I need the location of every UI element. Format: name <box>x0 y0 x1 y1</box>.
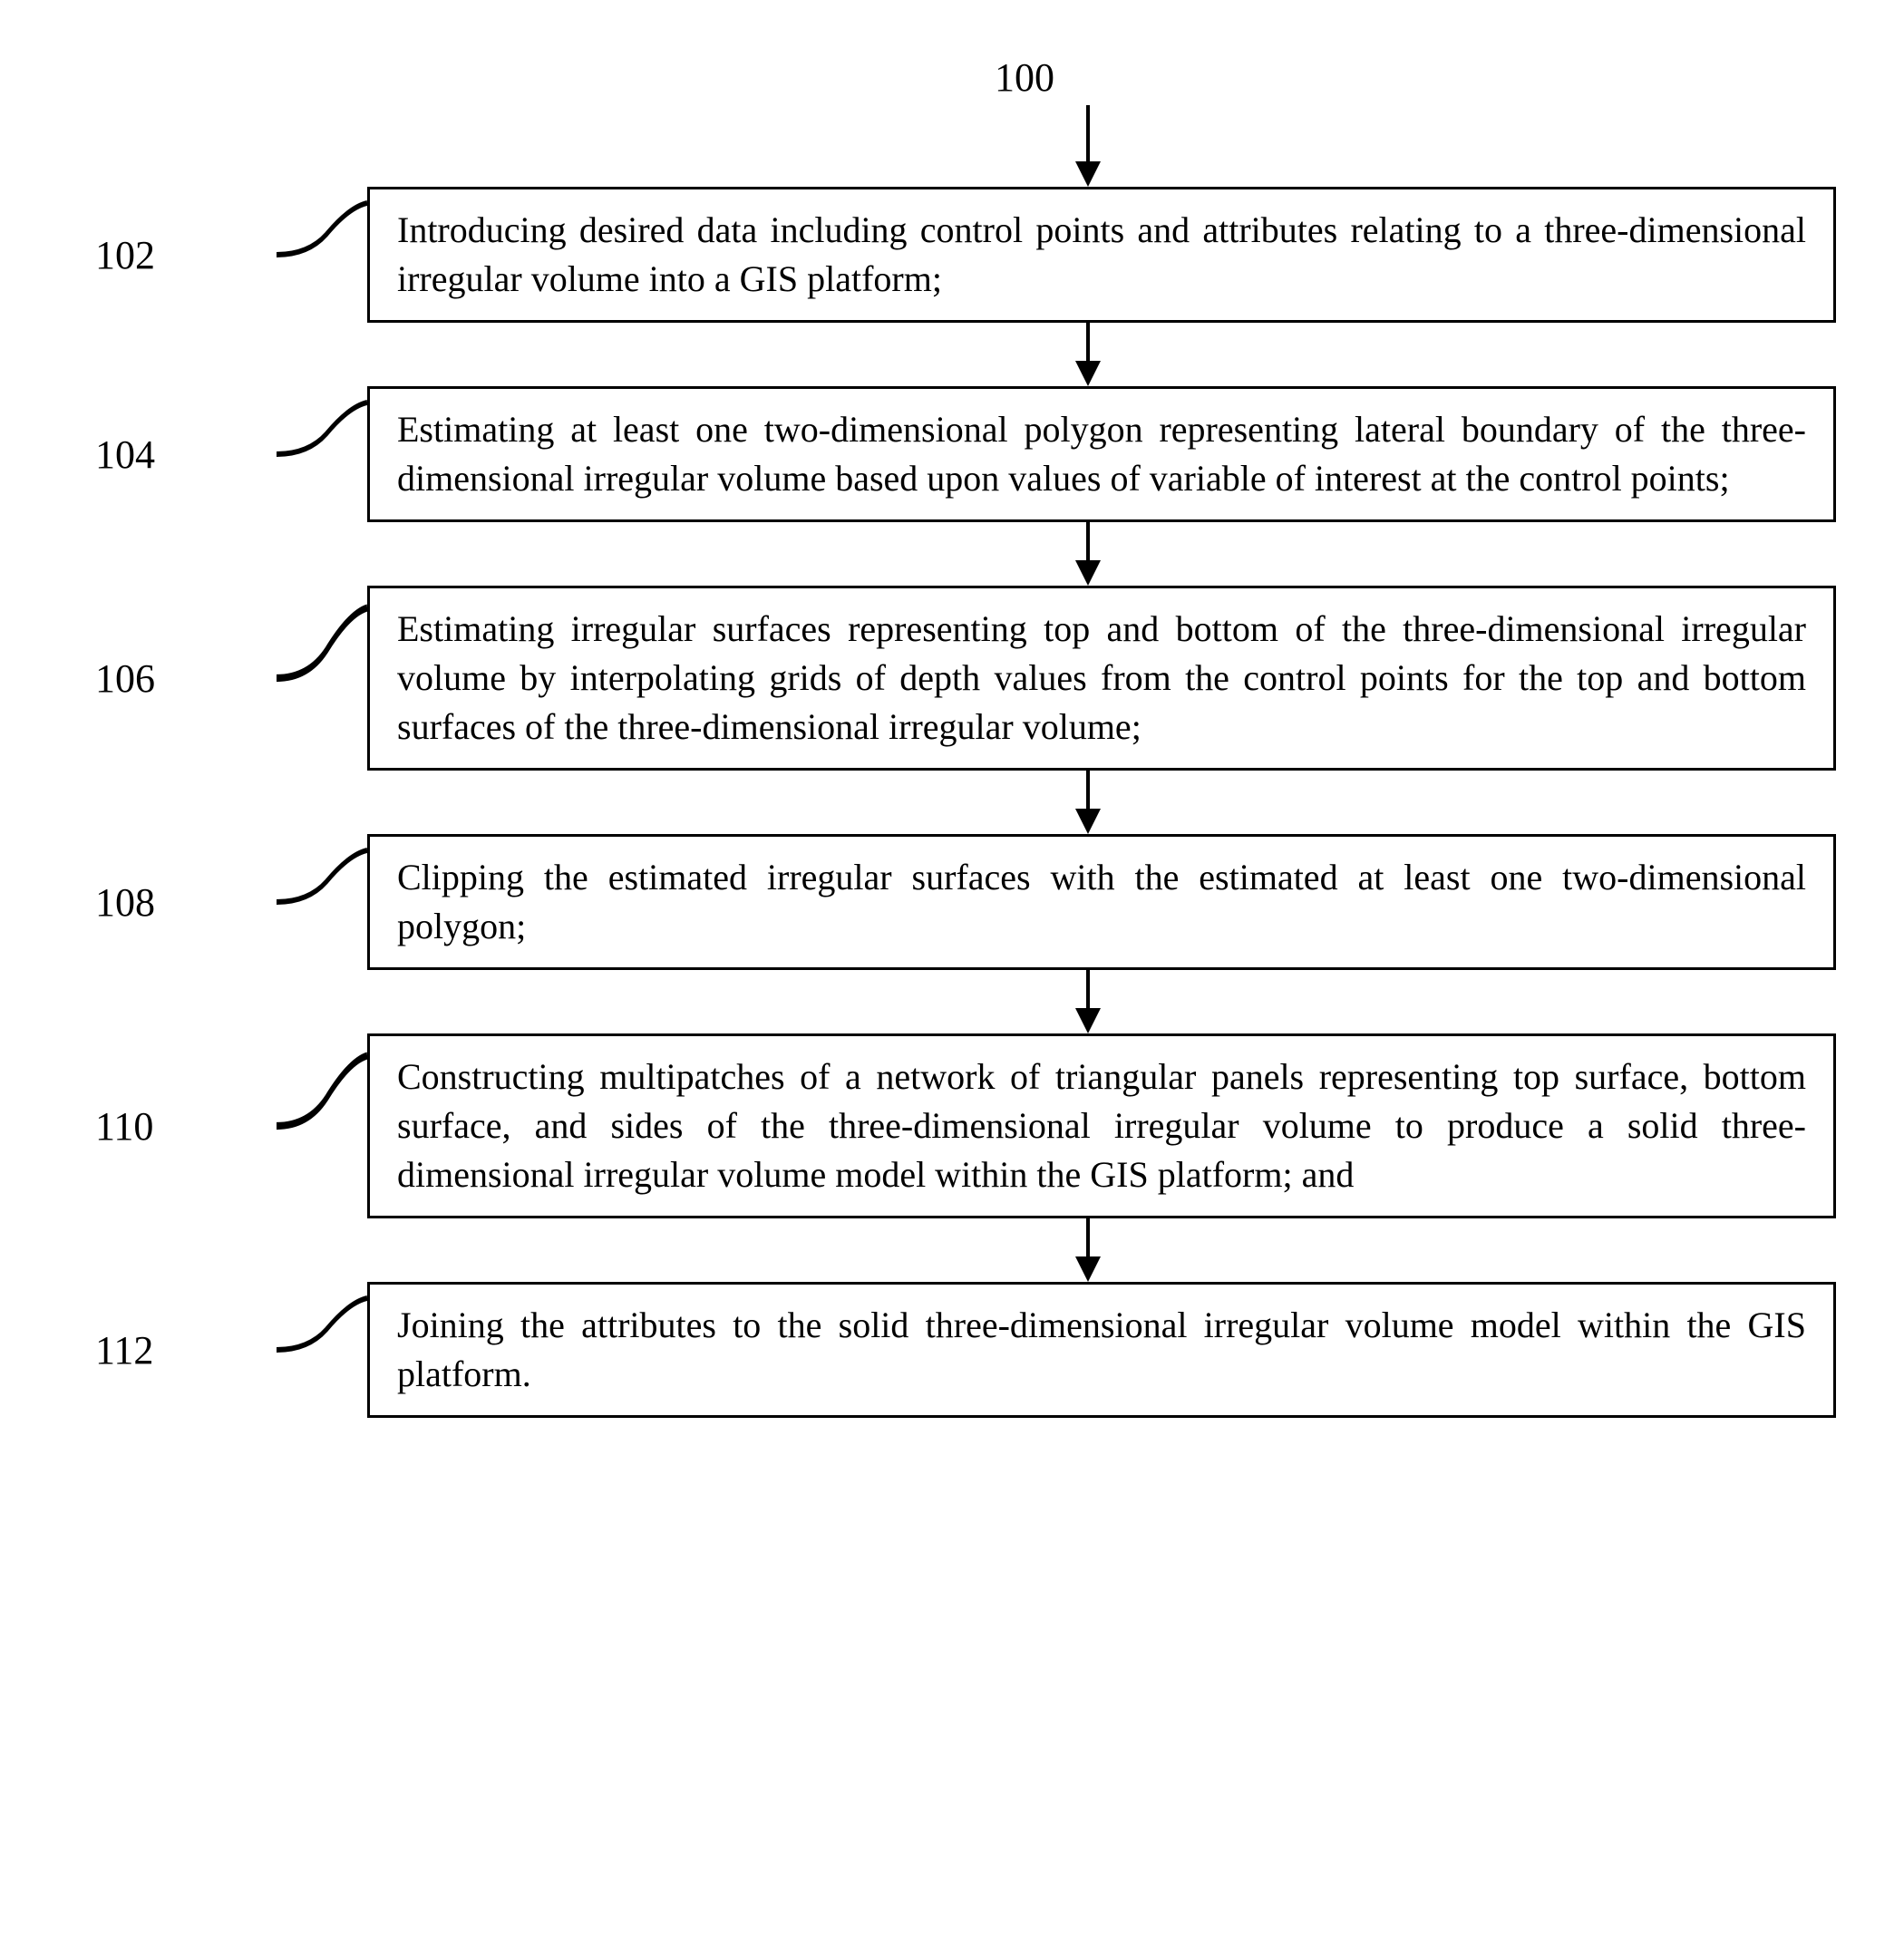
arrow-down-icon <box>68 1218 1836 1282</box>
step-box: Joining the attributes to the solid thre… <box>367 1282 1836 1418</box>
arrow-down-icon <box>68 323 1836 386</box>
flowchart-container: 100 102 Introducing desired data includin… <box>68 54 1836 1418</box>
label-connector <box>277 386 367 522</box>
step-row: 112 Joining the attributes to the solid t… <box>68 1282 1836 1418</box>
step-label: 102 <box>68 232 277 278</box>
label-connector <box>277 586 367 771</box>
step-row: 106 Estimating irregular surfaces represe… <box>68 586 1836 771</box>
step-row: 102 Introducing desired data including co… <box>68 187 1836 323</box>
step-label: 106 <box>68 655 277 702</box>
arrow-down-icon <box>68 771 1836 834</box>
label-connector <box>277 1033 367 1218</box>
label-connector <box>277 187 367 323</box>
step-label: 112 <box>68 1327 277 1373</box>
label-connector <box>277 834 367 970</box>
step-label: 104 <box>68 432 277 478</box>
step-box: Estimating at least one two-dimensional … <box>367 386 1836 522</box>
step-label: 108 <box>68 879 277 926</box>
arrow-top <box>68 105 1836 187</box>
label-connector <box>277 1282 367 1418</box>
step-row: 108 Clipping the estimated irregular surf… <box>68 834 1836 970</box>
arrow-down-icon <box>68 522 1836 586</box>
step-box: Estimating irregular surfaces representi… <box>367 586 1836 771</box>
step-box: Clipping the estimated irregular surface… <box>367 834 1836 970</box>
step-label: 110 <box>68 1103 277 1150</box>
step-box: Introducing desired data including contr… <box>367 187 1836 323</box>
step-row: 104 Estimating at least one two-dimension… <box>68 386 1836 522</box>
step-box: Constructing multipatches of a network o… <box>367 1033 1836 1218</box>
arrow-down-icon <box>68 970 1836 1033</box>
step-row: 110 Constructing multipatches of a networ… <box>68 1033 1836 1218</box>
flowchart-title: 100 <box>68 54 1836 101</box>
